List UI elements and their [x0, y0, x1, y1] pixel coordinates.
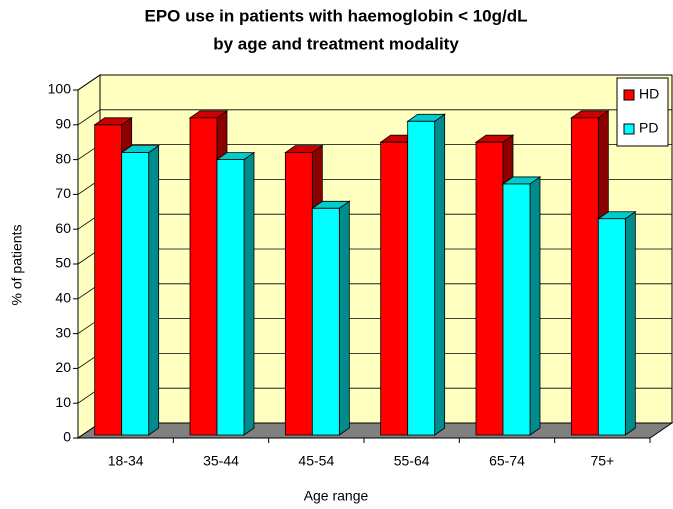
- y-tick-label: 100: [48, 81, 72, 97]
- x-tick-label: 18-34: [108, 453, 144, 469]
- bar-face: [597, 218, 626, 436]
- bar-face: [243, 151, 255, 436]
- bar: [501, 176, 542, 436]
- x-tick-label: 45-54: [298, 453, 334, 469]
- bar-face: [148, 144, 160, 436]
- bar: [120, 144, 160, 436]
- bar-face: [311, 207, 340, 436]
- x-axis-title: Age range: [304, 488, 369, 504]
- bar-face: [94, 124, 123, 436]
- y-tick-label: 0: [63, 429, 71, 445]
- bar: [406, 113, 446, 436]
- y-tick-label: 10: [55, 394, 71, 410]
- bar-face: [624, 210, 636, 436]
- bar: [215, 151, 256, 436]
- legend-swatch: [623, 89, 635, 101]
- bar: [597, 210, 637, 436]
- grid-line: [77, 74, 672, 91]
- legend-box: [616, 77, 669, 147]
- chart-title: by age and treatment modality: [213, 34, 459, 53]
- y-tick-label: 30: [55, 324, 71, 340]
- bar-face: [434, 113, 446, 436]
- grid-line: [77, 109, 672, 126]
- chart-title: EPO use in patients with haemoglobin < 1…: [144, 6, 527, 25]
- bar-face: [216, 159, 245, 436]
- bar: [311, 200, 351, 436]
- y-tick-label: 50: [55, 255, 71, 271]
- x-tick-label: 65-74: [489, 453, 525, 469]
- y-tick-label: 80: [55, 150, 71, 166]
- y-tick-label: 70: [55, 185, 71, 201]
- legend-swatch: [623, 123, 635, 135]
- y-axis-title: % of patients: [9, 225, 25, 306]
- y-tick-label: 40: [55, 290, 71, 306]
- y-tick-label: 60: [55, 220, 71, 236]
- x-tick-label: 75+: [590, 453, 614, 469]
- legend-label: PD: [639, 120, 658, 136]
- legend-label: HD: [639, 86, 659, 102]
- bar-face: [380, 141, 409, 436]
- bar-face: [475, 141, 504, 436]
- bar-face: [570, 117, 599, 436]
- bar-face: [338, 200, 350, 436]
- bar-face: [502, 183, 531, 436]
- x-tick-label: 35-44: [203, 453, 239, 469]
- bar-face: [284, 152, 313, 436]
- bar-face: [189, 117, 218, 436]
- bar-face: [407, 120, 436, 436]
- y-tick-label: 20: [55, 359, 71, 375]
- y-tick-label: 90: [55, 116, 71, 132]
- bar-face: [121, 152, 150, 436]
- x-tick-label: 55-64: [394, 453, 430, 469]
- bar-face: [529, 176, 541, 436]
